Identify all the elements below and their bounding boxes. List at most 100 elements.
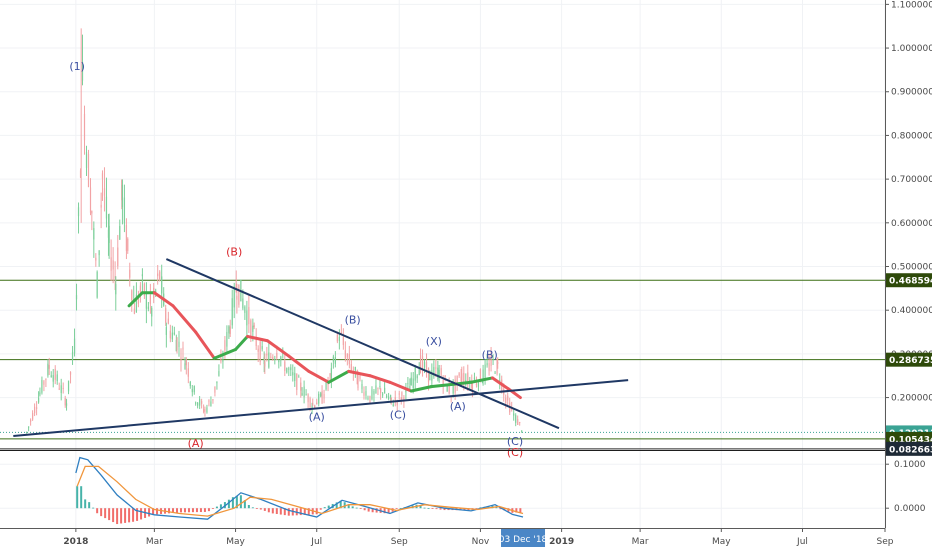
time-tick-label: Mar: [632, 537, 649, 547]
macd-histogram-bar: [279, 508, 282, 515]
candle-body: [96, 271, 98, 298]
trendline-lower[interactable]: [13, 379, 629, 438]
candle-body: [161, 276, 163, 294]
candle-body: [218, 371, 220, 376]
macd-histogram-bar: [267, 508, 270, 513]
candle-body: [212, 399, 214, 401]
candle-body: [64, 398, 66, 406]
candle-body: [270, 356, 272, 358]
candle-body: [176, 338, 178, 351]
candle-body: [321, 390, 323, 404]
candle-body: [39, 392, 41, 395]
candle-body: [187, 368, 189, 377]
wave-label: (X): [426, 335, 442, 348]
time-tick-label: Jul: [796, 537, 808, 547]
candle-body: [490, 353, 492, 366]
macd-histogram-bar: [515, 508, 518, 513]
macd-histogram-bar: [335, 502, 338, 509]
macd-histogram-bar: [271, 508, 274, 514]
candle-body: [312, 403, 314, 405]
macd-histogram-bar: [100, 508, 103, 517]
candle-body: [184, 363, 186, 370]
candle-body: [231, 298, 233, 326]
macd-histogram-bar: [88, 502, 91, 509]
candle-body: [407, 383, 409, 385]
candle-body: [79, 170, 82, 178]
candle-body: [334, 357, 336, 364]
candle-body: [330, 368, 332, 380]
trendlines[interactable]: [13, 258, 629, 438]
macd-histogram-bar: [487, 506, 490, 509]
macd-histogram-bar: [315, 508, 318, 515]
macd-histogram-bar: [231, 497, 234, 509]
candle-body: [494, 372, 496, 374]
candle-body: [37, 397, 40, 403]
candle-body: [309, 398, 311, 408]
macd-histogram-bar: [287, 508, 290, 516]
candle-body: [195, 402, 197, 404]
macd-histogram-bar: [355, 507, 358, 509]
macd-histogram-bar: [463, 508, 466, 511]
trendline-upper[interactable]: [165, 258, 560, 430]
wave-label: (C): [390, 409, 406, 422]
candle-body: [323, 394, 325, 399]
candle-body: [435, 367, 437, 369]
macd-histogram-bar: [303, 508, 306, 515]
candle-body: [47, 363, 49, 376]
macd-histogram-bar: [239, 495, 242, 509]
candle-body: [394, 397, 396, 401]
candle-body: [151, 307, 153, 317]
candle-body: [488, 363, 490, 372]
candle-body: [344, 350, 346, 359]
level-price-label: 0.4685942: [889, 277, 932, 287]
candle-body: [261, 346, 263, 350]
macd-histogram-bar: [347, 505, 350, 509]
macd-pane: [0, 450, 885, 525]
wave-label: (C): [507, 435, 523, 448]
candle-body: [318, 393, 320, 404]
macd-histogram-bar: [431, 508, 434, 509]
macd-histogram-bar: [435, 508, 438, 510]
candle-body: [416, 375, 418, 379]
time-tick-label: 2019: [549, 537, 574, 547]
time-tick-label: Jul: [310, 537, 322, 547]
candle-body: [410, 377, 412, 386]
candle-body: [401, 392, 403, 397]
candle-body: [421, 356, 424, 368]
candle-body: [458, 373, 460, 376]
macd-histogram-bar: [116, 508, 119, 525]
candle-body: [268, 352, 270, 368]
moving-average-segment: [234, 334, 250, 352]
candle-body: [259, 341, 261, 362]
candle-body: [446, 384, 448, 392]
candle-body: [257, 348, 259, 352]
price-tick-label: 1.1000000: [891, 0, 932, 10]
candle-body: [418, 368, 420, 376]
candle-body: [65, 403, 68, 406]
wave-label: (A): [309, 410, 325, 423]
macd-histogram-bar: [207, 508, 210, 512]
candle-body: [342, 337, 344, 346]
macd-histogram-bar: [371, 508, 374, 513]
macd-histogram-bar: [148, 508, 151, 517]
candle-body: [167, 318, 169, 324]
macd-histogram-bar: [399, 508, 402, 509]
candle-body: [473, 377, 476, 380]
candle-body: [320, 393, 322, 397]
time-tick-label: 2018: [63, 537, 88, 547]
candle-body: [375, 385, 377, 393]
candle-body: [214, 386, 216, 393]
candle-body: [427, 367, 430, 383]
candle-body: [222, 359, 224, 362]
candle-body: [250, 320, 252, 338]
candle-body: [329, 373, 331, 376]
candle-body: [204, 409, 206, 412]
moving-average-segment: [246, 334, 269, 343]
candle-body: [182, 347, 184, 350]
candle-body: [248, 306, 250, 325]
